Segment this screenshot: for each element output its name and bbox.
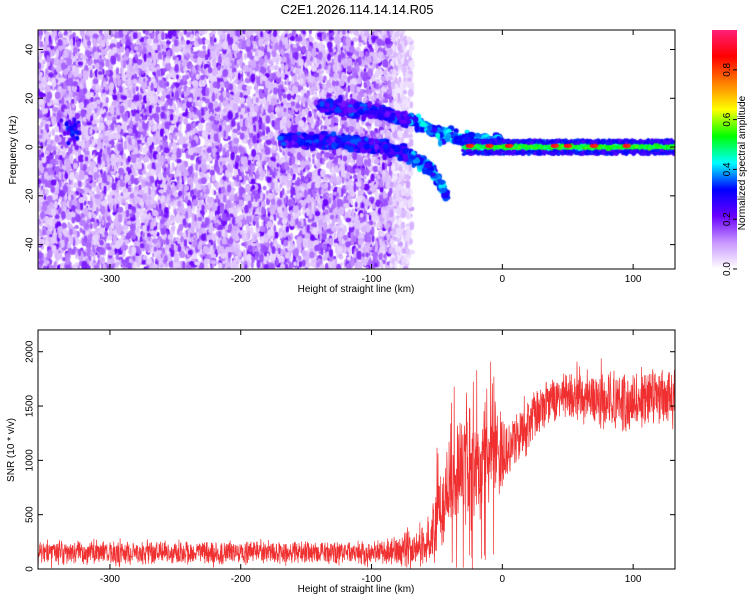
snr-y-tick-label: 1000 bbox=[25, 449, 36, 472]
snr-x-tick-label: -100 bbox=[362, 574, 382, 585]
snr-x-tick-label: 100 bbox=[625, 574, 642, 585]
spectrogram-x-label: Height of straight line (km) bbox=[298, 284, 415, 295]
colorbar-label: Normalized spectral amplitude bbox=[737, 95, 748, 230]
snr-y-tick-label: 500 bbox=[25, 506, 36, 523]
spectrogram-frame bbox=[37, 29, 676, 270]
spectrogram-y-tick-label: 40 bbox=[25, 44, 36, 56]
colorbar-tick-label: 0.4 bbox=[722, 162, 733, 176]
snr-y-tick-label: 0 bbox=[25, 566, 36, 572]
spectrogram-x-ticks: -300 -200 -100 0 100 bbox=[100, 30, 642, 285]
colorbar-gradient bbox=[712, 30, 737, 269]
snr-y-ticks: 0 500 1000 1500 2000 bbox=[25, 340, 675, 572]
colorbar-ticks: 0.0 0.2 0.4 0.6 0.8 bbox=[722, 62, 737, 276]
snr-x-tick-label: -200 bbox=[231, 574, 251, 585]
snr-x-tick-label: 0 bbox=[500, 574, 506, 585]
colorbar-tick-label: 0.6 bbox=[722, 112, 733, 126]
colorbar-tick-label: 0.2 bbox=[722, 212, 733, 226]
chart-title: C2E1.2026.114.14.14.R05 bbox=[281, 2, 434, 17]
spectrogram-x-tick-label: -200 bbox=[231, 274, 251, 285]
spectrogram-y-tick-label: 20 bbox=[25, 92, 36, 104]
spectrogram-x-tick-label: 0 bbox=[500, 274, 506, 285]
colorbar-tick-label: 0.0 bbox=[722, 262, 733, 276]
snr-x-tick-label: -300 bbox=[100, 574, 120, 585]
spectrogram-y-tick-label: -20 bbox=[25, 188, 36, 203]
spectrogram-y-tick-label: -40 bbox=[25, 237, 36, 252]
snr-x-ticks: -300 -200 -100 0 100 bbox=[100, 330, 642, 585]
spectrogram-y-tick-label: 0 bbox=[25, 144, 36, 150]
spectrogram-x-tick-label: -300 bbox=[100, 274, 120, 285]
snr-frame bbox=[37, 329, 676, 570]
spectrogram-x-tick-label: -100 bbox=[362, 274, 382, 285]
snr-panel: -300 -200 -100 0 100 0 500 1000 1500 2000 Height… bbox=[6, 329, 676, 595]
spectrogram-x-tick-label: 100 bbox=[625, 274, 642, 285]
spectrogram-image bbox=[38, 30, 675, 269]
colorbar-tick-label: 0.8 bbox=[722, 62, 733, 76]
colorbar: 0.0 0.2 0.4 0.6 0.8 Normalized spectral ampl… bbox=[712, 30, 748, 276]
spectrogram-y-ticks: -40 -20 0 20 40 bbox=[25, 44, 675, 252]
snr-y-tick-label: 1500 bbox=[25, 394, 36, 417]
spectrogram-y-label: Frequency (Hz) bbox=[8, 116, 19, 185]
snr-series-line bbox=[38, 358, 675, 569]
snr-x-label: Height of straight line (km) bbox=[298, 584, 415, 595]
snr-y-tick-label: 2000 bbox=[25, 340, 36, 363]
snr-y-label: SNR (10 * v/v) bbox=[6, 418, 17, 482]
